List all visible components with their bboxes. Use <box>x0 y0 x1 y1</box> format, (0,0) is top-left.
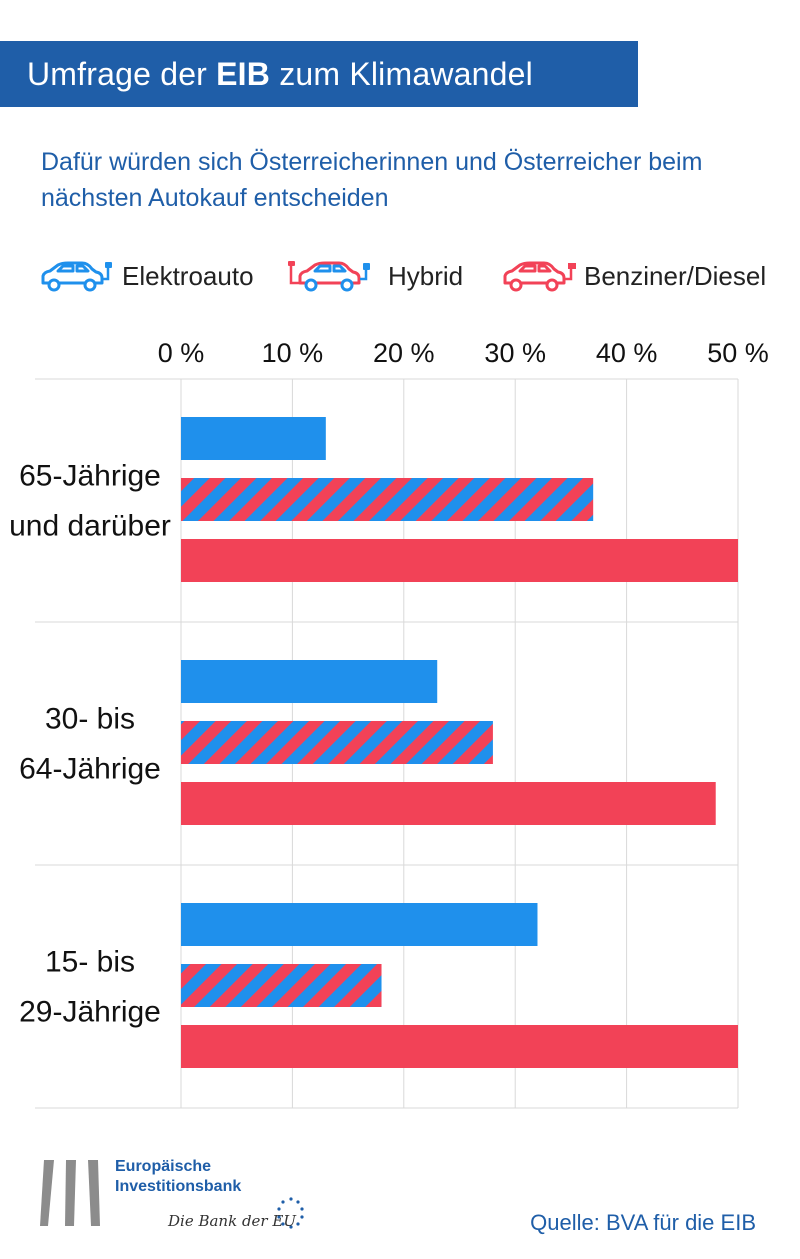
tagline: Die Bank der EU <box>168 1212 296 1230</box>
electric-car-icon <box>41 261 112 292</box>
legend-item-fuel: Benziner/Diesel <box>500 254 766 298</box>
bar-hybrid <box>181 964 382 1007</box>
title-bold: EIB <box>216 55 271 92</box>
legend-label-fuel: Benziner/Diesel <box>584 260 767 291</box>
bank-name: Europäische Investitionsbank <box>115 1157 241 1197</box>
legend-label-electric: Elektroauto <box>122 260 254 291</box>
source-note: Quelle: BVA für die EIB <box>530 1210 756 1235</box>
chart-subtitle: Dafür würden sich Österreicherinnen und … <box>41 148 703 212</box>
legend-item-electric: Elektroauto <box>38 254 254 298</box>
fuel-car-icon <box>503 261 576 292</box>
category-label: und darüber <box>9 510 171 543</box>
bar-hybrid <box>181 478 594 521</box>
category-label: 65-Jährige <box>19 460 161 493</box>
legend-item-hybrid: Hybrid <box>288 254 463 298</box>
title-suffix: zum Klimawandel <box>279 55 533 92</box>
hybrid-car-icon <box>288 261 370 292</box>
category-label: 64-Jährige <box>19 753 161 786</box>
bank-name-line1: Europäische <box>115 1158 212 1175</box>
bar-electric <box>181 903 538 946</box>
x-tick-label: 30 % <box>484 338 546 368</box>
category-label: 29-Jährige <box>19 996 161 1029</box>
x-tick-label: 10 % <box>262 338 324 368</box>
x-tick-label: 50 % <box>707 338 769 368</box>
legend: Elektroauto Hybrid Benzine <box>0 254 800 298</box>
bar-hybrid <box>181 721 493 764</box>
bar-electric <box>181 417 326 460</box>
title-banner: Umfrage der EIB zum Klimawandel <box>0 41 638 107</box>
bar-fuel <box>181 1025 738 1068</box>
category-label: 15- bis <box>45 946 135 979</box>
legend-label-hybrid: Hybrid <box>388 260 464 291</box>
bar-fuel <box>181 782 716 825</box>
bar-electric <box>181 660 438 703</box>
bank-name-line2: Investitionsbank <box>115 1178 242 1195</box>
category-label: 30- bis <box>45 703 135 736</box>
x-tick-label: 40 % <box>596 338 658 368</box>
bar-fuel <box>181 539 738 582</box>
eib-logo <box>40 1160 304 1229</box>
bar-chart: 0 % 10 % 20 % 30 % 40 % 50 % 65-Jährige und dar… <box>9 338 769 1109</box>
x-tick-label: 0 % <box>158 338 205 368</box>
x-tick-label: 20 % <box>373 338 435 368</box>
title-prefix: Umfrage der <box>27 55 208 92</box>
